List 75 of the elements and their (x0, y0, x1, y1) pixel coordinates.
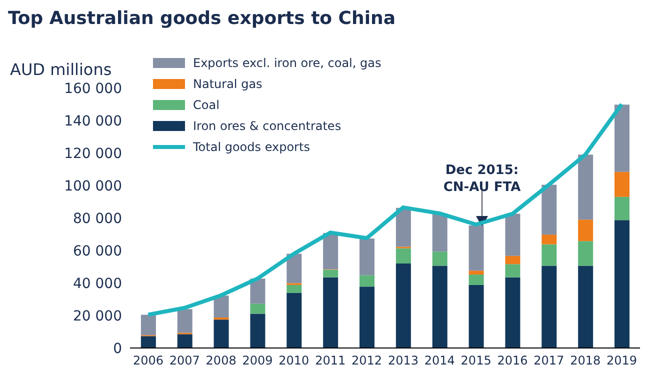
legend-label: Natural gas (193, 76, 262, 90)
bar (250, 278, 266, 304)
bar (396, 248, 411, 264)
bar (360, 275, 374, 287)
bar (432, 252, 448, 266)
bar (286, 284, 302, 293)
legend-label: Total goods exports (193, 140, 310, 154)
bar (468, 274, 484, 285)
annotation: Dec 2015: CN-AU FTA (443, 163, 521, 195)
x-tick-label: 2019 (606, 354, 638, 368)
x-tick-label: 2018 (570, 354, 601, 368)
x-tick-label: 2014 (424, 354, 455, 368)
bar (140, 314, 156, 336)
bar (177, 309, 192, 333)
bar (505, 256, 520, 264)
bar (323, 277, 338, 348)
bar (214, 317, 229, 320)
bar (614, 104, 630, 172)
bar (360, 238, 374, 276)
y-tick-label: 120 000 (64, 146, 122, 162)
bar (578, 220, 594, 242)
x-tick-label: 2010 (278, 354, 310, 368)
bar (614, 172, 630, 197)
y-tick-label: 80 000 (73, 210, 122, 227)
bar (177, 334, 192, 348)
bar (542, 244, 557, 266)
bar (578, 154, 594, 220)
bar (396, 264, 411, 348)
bar (140, 336, 156, 348)
x-tick-label: 2011 (315, 354, 346, 368)
bar (214, 296, 229, 318)
bar (505, 277, 520, 348)
bar (505, 264, 520, 278)
bar (323, 270, 338, 278)
chart-title: Top Australian goods exports to China (8, 8, 396, 31)
x-tick-label: 2006 (132, 354, 164, 368)
x-tick-label: 2017 (534, 354, 564, 368)
bar (286, 292, 302, 348)
bar (323, 232, 338, 270)
x-tick-label: 2013 (388, 354, 418, 368)
x-tick-label: 2015 (460, 354, 492, 368)
bar (468, 270, 484, 275)
y-tick-label: 60 000 (73, 243, 122, 260)
bar (250, 304, 266, 314)
bar (614, 220, 630, 348)
bar (542, 184, 557, 235)
y-tick-label: 140 000 (64, 113, 122, 130)
bar (468, 284, 484, 348)
legend-label: Exports excl. iron ore, coal, gas (193, 56, 382, 70)
legend-label: Iron ores & concentrates (193, 118, 342, 132)
legend-label: Coal (193, 98, 220, 112)
bar (578, 241, 594, 266)
bar (396, 208, 411, 247)
bar (432, 214, 448, 252)
y-tick-label: 100 000 (64, 178, 122, 194)
bar (542, 266, 557, 348)
y-axis-title: AUD millions (10, 60, 112, 79)
y-tick-label: 160 000 (64, 80, 122, 97)
y-tick-label: 0 (113, 340, 122, 357)
x-tick-label: 2016 (497, 354, 528, 368)
x-tick-label: 2012 (352, 354, 382, 368)
bar (360, 286, 374, 348)
x-tick-label: 2008 (206, 354, 236, 368)
bar (214, 320, 229, 348)
bar (250, 314, 266, 348)
bar (286, 254, 302, 284)
y-tick-label: 40 000 (73, 276, 122, 292)
bar (505, 214, 520, 256)
bar (542, 234, 557, 244)
x-tick-label: 2007 (169, 354, 200, 368)
bar (578, 266, 594, 348)
x-tick-label: 2009 (242, 354, 273, 368)
bar (614, 196, 630, 220)
bar (432, 266, 448, 348)
y-tick-label: 20 000 (73, 308, 122, 324)
